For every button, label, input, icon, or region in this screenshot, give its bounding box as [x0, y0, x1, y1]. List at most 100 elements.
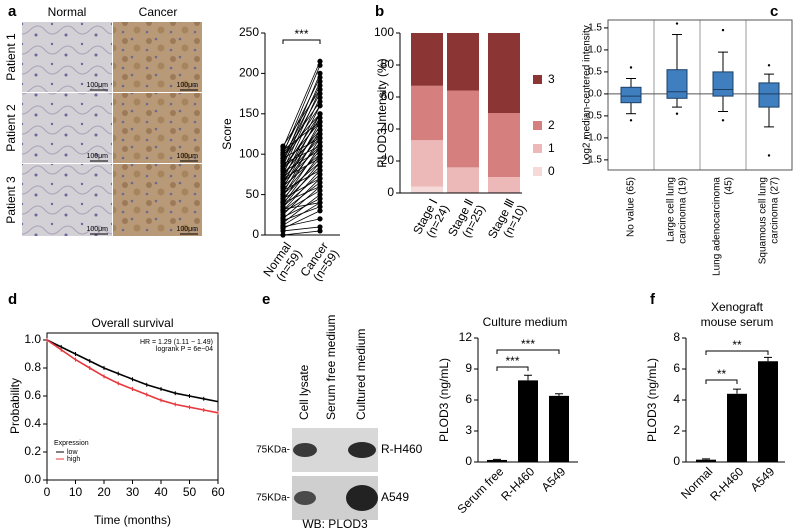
y-tick-label: 8 [673, 330, 680, 344]
bar-segment [447, 167, 479, 193]
bar-segment [411, 85, 443, 141]
box [758, 82, 780, 108]
image [22, 22, 112, 92]
y-tick-label: 0 [465, 454, 472, 468]
dot [317, 204, 323, 210]
panel-label: d [8, 291, 17, 308]
bar [487, 459, 507, 462]
bar-segment [488, 113, 520, 177]
bar-segment [488, 33, 520, 113]
outlier [629, 66, 633, 69]
pair-line [282, 113, 321, 157]
sig-label: *** [505, 354, 519, 368]
x-tick-label: Serum free [454, 464, 506, 516]
sig-bracket [496, 349, 560, 354]
outlier [721, 28, 725, 32]
bar [518, 380, 538, 462]
pair-line [282, 89, 321, 147]
y-tick-label: 0.4 [24, 416, 41, 430]
pair-line [282, 129, 321, 175]
pair-line [282, 133, 321, 170]
legend-label: low [67, 449, 78, 456]
x-tick-label: 0 [44, 485, 51, 499]
y-tick-label: 80 [381, 57, 395, 71]
sig-bracket [705, 350, 769, 355]
chart-title: Culture medium [483, 315, 568, 329]
outlier [767, 154, 771, 157]
box [620, 86, 642, 104]
pair-line [282, 149, 321, 173]
bar [549, 395, 569, 462]
pair-line [282, 153, 321, 187]
band [294, 491, 316, 505]
y-tick-label: 0 [387, 185, 394, 199]
x-tick-label: 40 [154, 485, 168, 499]
bar-segment [411, 186, 443, 193]
pair-line [282, 161, 321, 195]
dot [317, 216, 323, 222]
dot [317, 151, 323, 157]
dot [317, 183, 323, 190]
pair-line [282, 141, 321, 191]
y-tick-label: 0 [252, 227, 259, 241]
band [346, 485, 378, 511]
pair-line [282, 137, 321, 197]
x-tick-label: R-H460 [707, 464, 746, 503]
pair-line [282, 202, 321, 210]
dot [317, 159, 323, 165]
x-tick-label: Squamous cell lung [758, 177, 769, 264]
legend-label: high [67, 456, 80, 463]
column-label: Normal [48, 5, 87, 19]
legend-swatch [533, 121, 542, 130]
pair-line [282, 61, 321, 148]
bar [727, 393, 747, 462]
dot [317, 131, 323, 137]
image [113, 164, 202, 236]
dot [317, 86, 323, 93]
outlier [675, 112, 679, 115]
dot [317, 115, 323, 121]
lane-label: Cell lysate [297, 364, 311, 420]
row-label: Patient 3 [4, 176, 18, 224]
bar [696, 459, 716, 462]
y-tick-label: 50 [246, 187, 260, 201]
legend-swatch [533, 144, 542, 153]
pair-line [282, 137, 321, 179]
x-tick-label: (45) [724, 177, 735, 195]
y-tick-label: 0.8 [24, 360, 41, 374]
dot [317, 192, 323, 198]
y-tick-label: 100 [374, 25, 394, 39]
x-tick-label: 50 [183, 485, 197, 499]
dot [280, 143, 286, 149]
outlier [675, 22, 679, 25]
scale-bar-label: 100μm [176, 153, 198, 160]
error-bar [733, 388, 741, 394]
lane-label: Serum free medium [324, 315, 338, 420]
column-label: Cancer [139, 5, 178, 19]
chart-title: mouse serum [701, 315, 774, 329]
x-tick-label: carcinoma (19) [678, 177, 689, 244]
y-axis-label: PLOD3 (ng/mL) [645, 358, 659, 442]
pair-line [282, 153, 321, 205]
dot [317, 155, 323, 161]
marker-label: 75KDa- [256, 445, 290, 456]
panel-label: a [8, 3, 17, 20]
panel-label: c [770, 3, 778, 20]
blot-row-label: R-H460 [381, 442, 423, 456]
dot [317, 167, 323, 173]
dot [317, 99, 323, 105]
y-tick-label: 1.5 [588, 23, 602, 34]
pair-line [282, 137, 321, 159]
pair-line [282, 186, 321, 204]
dot [317, 179, 323, 186]
y-tick-label: 150 [239, 106, 259, 120]
dot [317, 58, 323, 64]
scale-bar-label: 100μm [176, 226, 198, 233]
sig-label: ** [717, 367, 727, 381]
x-tick-label: 10 [69, 485, 83, 499]
y-tick-label: 200 [239, 66, 259, 80]
y-tick-label: 100 [239, 146, 259, 160]
dot [317, 228, 323, 234]
scale-bar-label: 100μm [86, 226, 108, 233]
